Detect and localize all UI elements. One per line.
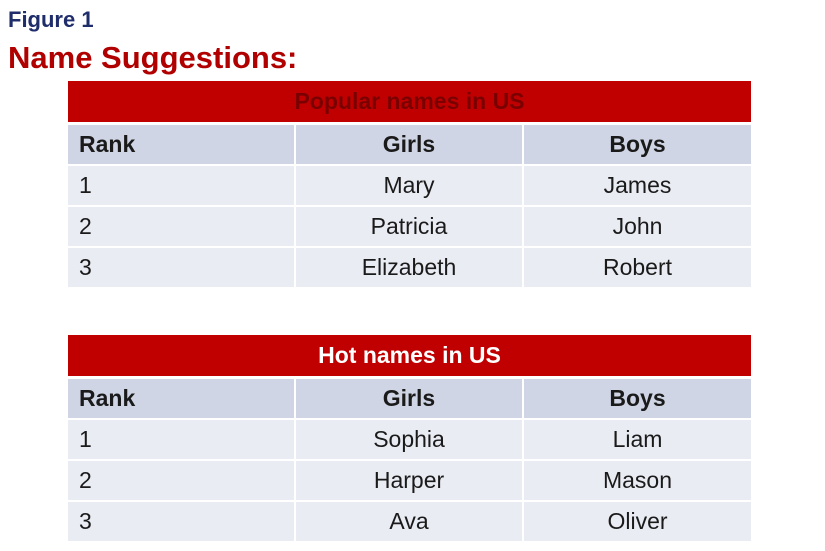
table-row: 2 Patricia John [68,206,751,248]
girl-name-cell: Patricia [295,206,524,248]
column-header-rank: Rank [68,123,296,166]
figure-label: Figure 1 [8,7,94,32]
table-title: Hot names in US [68,335,751,379]
boy-name-cell: Mason [523,460,751,502]
table-header-row: Rank Girls Boys [68,377,751,420]
boy-name-cell: Liam [523,419,751,461]
girl-name-cell: Sophia [295,419,524,461]
table-row: 3 Ava Oliver [68,501,751,541]
column-header-boys: Boys [523,377,751,420]
table-row: 3 Elizabeth Robert [68,247,751,287]
girl-name-cell: Elizabeth [295,247,524,287]
boy-name-cell: James [523,165,751,207]
boy-name-cell: Oliver [523,501,751,541]
table-header-row: Rank Girls Boys [68,123,751,166]
boy-name-cell: Robert [523,247,751,287]
table-title-row: Hot names in US [68,335,751,379]
rank-cell: 1 [68,419,296,461]
popular-names-table: Popular names in US Rank Girls Boys 1 Ma… [68,81,751,287]
rank-cell: 3 [68,501,296,541]
table-title-row: Popular names in US [68,81,751,125]
rank-cell: 2 [68,206,296,248]
rank-cell: 1 [68,165,296,207]
rank-cell: 2 [68,460,296,502]
girl-name-cell: Harper [295,460,524,502]
table-row: 1 Sophia Liam [68,419,751,461]
page-title: Name Suggestions: [8,40,298,75]
column-header-boys: Boys [523,123,751,166]
column-header-girls: Girls [295,123,524,166]
girl-name-cell: Mary [295,165,524,207]
girl-name-cell: Ava [295,501,524,541]
table-title: Popular names in US [68,81,751,125]
boy-name-cell: John [523,206,751,248]
table-row: 2 Harper Mason [68,460,751,502]
hot-names-table: Hot names in US Rank Girls Boys 1 Sophia… [68,335,751,541]
rank-cell: 3 [68,247,296,287]
column-header-girls: Girls [295,377,524,420]
table-row: 1 Mary James [68,165,751,207]
column-header-rank: Rank [68,377,296,420]
